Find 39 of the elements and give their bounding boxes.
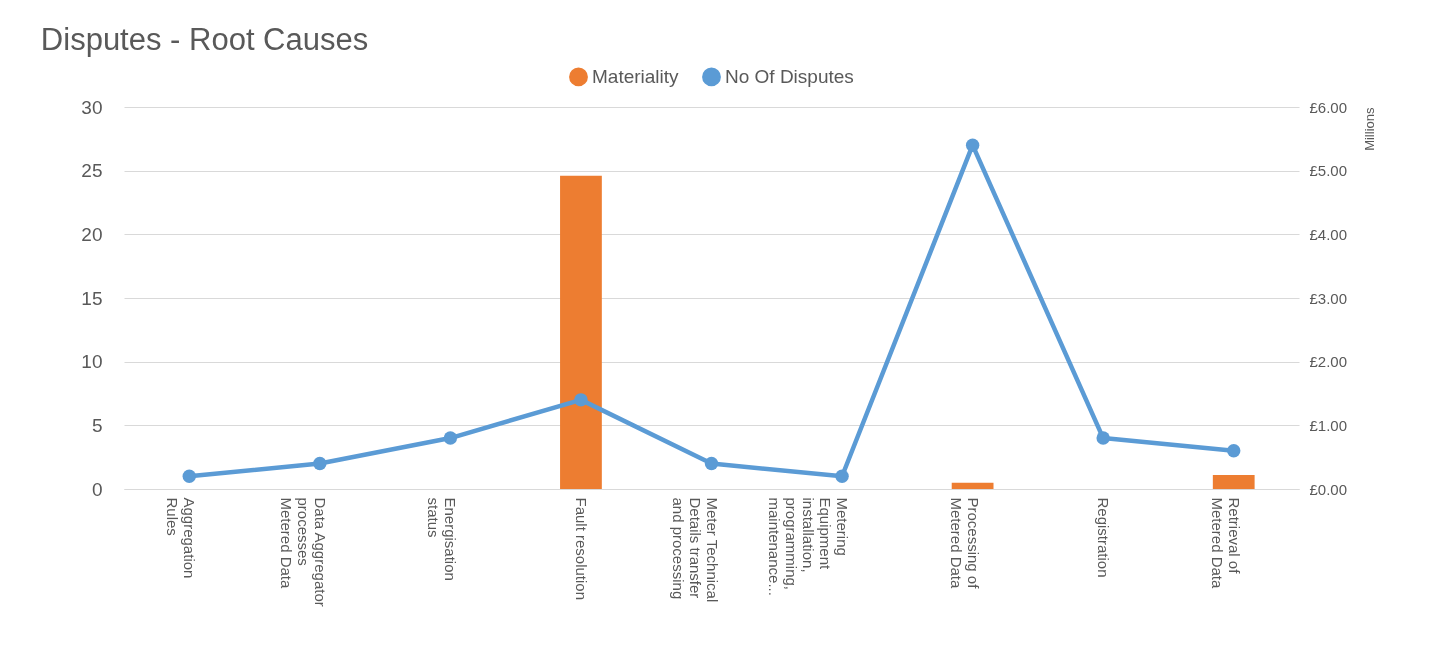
x-tick-label: Processing of Metered Data: [947, 497, 982, 590]
y-tick-label: 5: [91, 414, 103, 436]
x-tick-label: Fault resolution: [572, 497, 590, 601]
point: [704, 456, 719, 471]
point: [1227, 444, 1241, 458]
point: [313, 456, 327, 471]
y-tick-label: 20: [81, 223, 103, 245]
x-tick-label: Meter Technical Details transfer and processing: [669, 497, 721, 603]
y-tick-label: 30: [81, 96, 103, 118]
y-tick-label: 25: [81, 160, 103, 182]
chart-title: Disputes - Root Causes: [40, 22, 369, 57]
y2-tick-label: £4.00: [1309, 225, 1348, 243]
legend-label: Materiality: [592, 65, 680, 87]
point: [965, 138, 980, 152]
point: [574, 393, 588, 407]
y2-tick-label: £6.00: [1309, 98, 1348, 116]
y-tick-label: 0: [91, 478, 103, 500]
legend-label: No Of Disputes: [725, 65, 854, 87]
x-tick-label: Registration: [1095, 497, 1113, 578]
y2-tick-label: £0.00: [1309, 480, 1348, 498]
point: [443, 431, 458, 445]
x-tick-label: Data Aggregator processes Metered Data: [277, 497, 329, 607]
x-tick-label: Retrieval of Metered Data: [1208, 497, 1243, 590]
point: [182, 469, 196, 483]
bar: [560, 175, 602, 489]
point: [1096, 431, 1110, 445]
y2-tick-label: £2.00: [1309, 353, 1348, 371]
y2-axis-title: Millions: [1362, 107, 1378, 151]
y-tick-label: 10: [81, 351, 103, 373]
bar: [951, 482, 994, 489]
x-tick-label: Aggregation Rules: [164, 497, 199, 579]
y2-tick-label: £5.00: [1309, 162, 1348, 180]
x-tick-label: Metering Equipment installation, programming, maintenance...: [766, 497, 852, 596]
y-tick-label: 15: [81, 287, 103, 309]
y2-tick-label: £3.00: [1309, 289, 1348, 307]
point: [835, 469, 849, 483]
x-tick-label: Energisation status: [425, 497, 460, 581]
bar: [1212, 474, 1255, 489]
y2-tick-label: £1.00: [1309, 416, 1348, 434]
